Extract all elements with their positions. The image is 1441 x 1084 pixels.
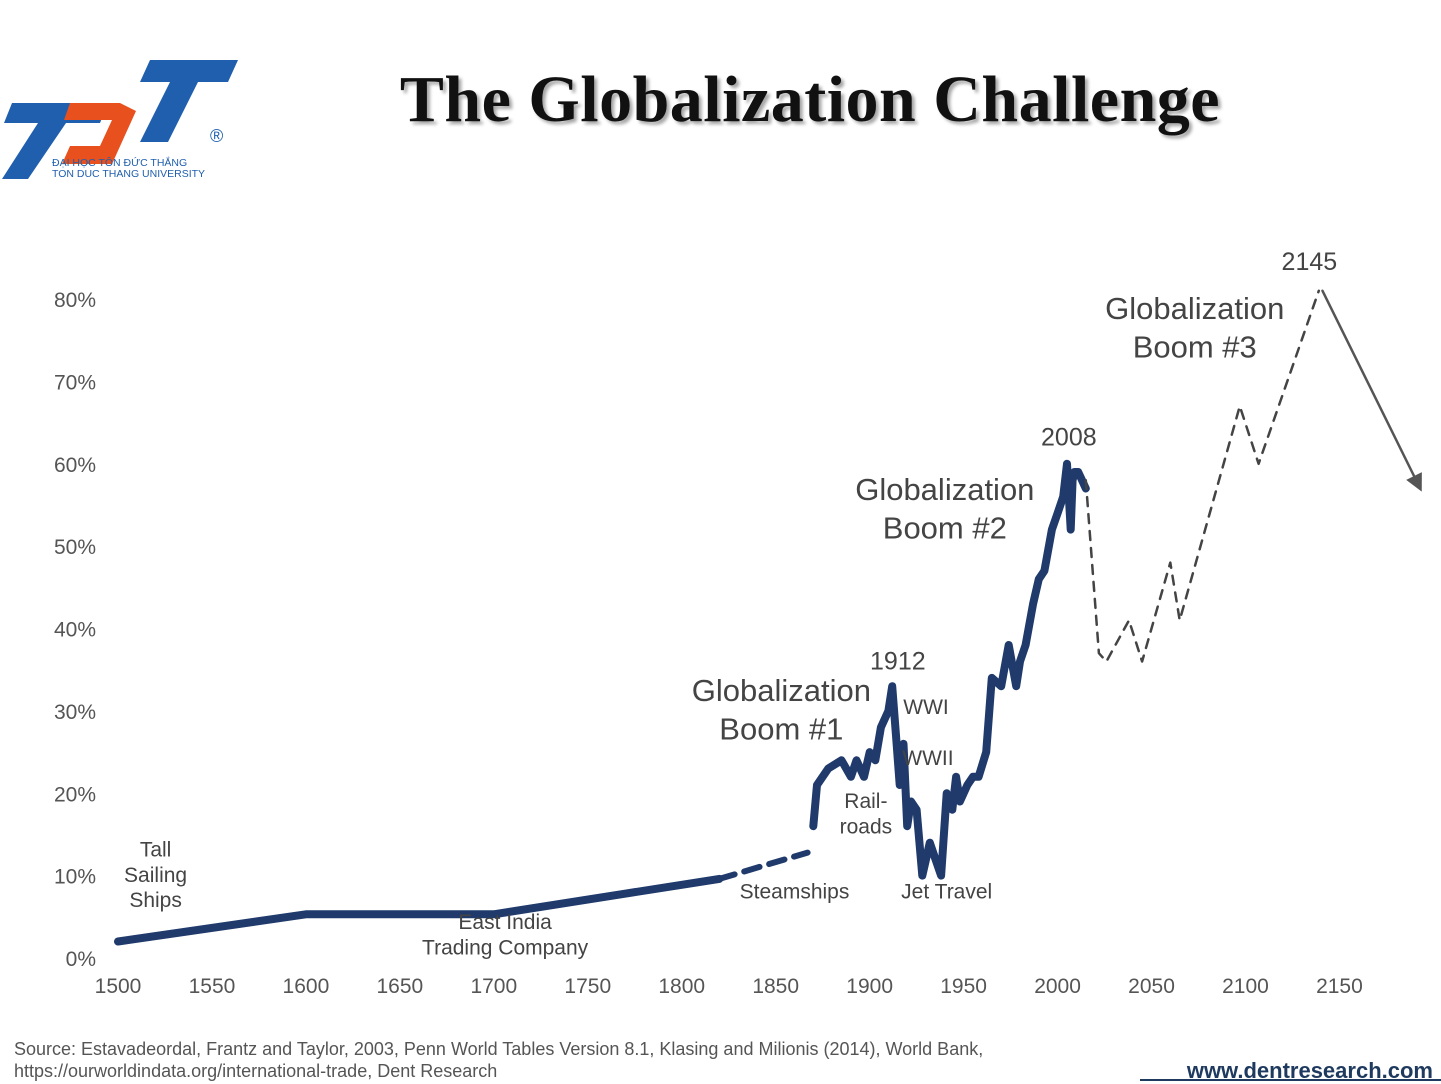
chart-annotation: Boom #3 [1133, 329, 1257, 364]
x-tick-label: 1700 [470, 975, 517, 998]
chart-annotation: Ships [129, 889, 182, 912]
chart-annotation: Globalization [692, 673, 871, 708]
chart-annotation: East India [458, 911, 552, 934]
chart-annotation: Globalization [1105, 291, 1284, 326]
logo-name-vi: ĐẠI HỌC TÔN ĐỨC THẮNG [52, 156, 187, 169]
series-solid-line [809, 459, 1090, 880]
chart-annotation: Steamships [740, 881, 850, 904]
chart-annotation: Sailing [124, 864, 187, 887]
chart-series [114, 289, 1422, 946]
y-tick-label: 30% [54, 701, 96, 724]
chart-annotation: Boom #1 [719, 712, 843, 747]
footer-rule [1140, 1079, 1441, 1081]
chart-annotation: roads [840, 816, 893, 839]
website-link[interactable]: www.dentresearch.com [1186, 1058, 1433, 1083]
chart-annotation: Rail- [844, 790, 887, 813]
x-tick-label: 2100 [1222, 975, 1269, 998]
chart-annotation: 2145 [1282, 248, 1338, 276]
x-axis-ticks: 1500 1550 1600 1650 1700 1750 1800 1850 1900 1950… [95, 975, 1363, 998]
x-tick-label: 2150 [1316, 975, 1363, 998]
series-dashed-line [716, 849, 811, 882]
logo-t-right [140, 60, 238, 142]
chart-annotation: WWII [902, 747, 953, 770]
y-tick-label: 0% [66, 948, 96, 971]
series-dashed-line [1084, 289, 1321, 663]
x-tick-label: 2000 [1034, 975, 1081, 998]
chart-annotation: 1912 [870, 648, 926, 676]
x-tick-label: 1500 [95, 975, 142, 998]
y-tick-label: 20% [54, 783, 96, 806]
chart-annotation: 2008 [1041, 424, 1097, 452]
chart-annotation: Trading Company [422, 937, 589, 960]
chart-annotation: Jet Travel [901, 881, 992, 904]
y-tick-label: 10% [54, 866, 96, 889]
x-tick-label: 1850 [752, 975, 799, 998]
chart-annotation: Boom #2 [883, 511, 1007, 546]
slide-title: The Globalization Challenge [399, 63, 1221, 136]
chart-annotation: Tall [140, 839, 172, 862]
y-tick-label: 50% [54, 536, 96, 559]
y-tick-label: 80% [54, 289, 96, 312]
y-tick-label: 70% [54, 371, 96, 394]
x-tick-label: 1900 [846, 975, 893, 998]
x-tick-label: 1650 [377, 975, 424, 998]
logo-registered: ® [210, 126, 223, 146]
x-tick-label: 1950 [940, 975, 987, 998]
chart-annotation: Globalization [855, 472, 1034, 507]
logo-name-en: TON DUC THANG UNIVERSITY [52, 168, 205, 180]
y-tick-label: 60% [54, 454, 96, 477]
series-solid-line [114, 874, 724, 946]
y-tick-label: 40% [54, 619, 96, 642]
x-tick-label: 1550 [189, 975, 236, 998]
x-tick-label: 1800 [658, 975, 705, 998]
university-logo: ® ĐẠI HỌC TÔN ĐỨC THẮNG TON DUC THANG UN… [2, 60, 238, 180]
logo-t-left [2, 103, 108, 179]
x-tick-label: 2050 [1128, 975, 1175, 998]
source-note: Source: Estavadeordal, Frantz and Taylor… [14, 1039, 984, 1081]
chart-annotation: WWI [903, 696, 948, 719]
projection-arrow [1321, 289, 1422, 492]
x-tick-label: 1600 [283, 975, 330, 998]
x-tick-label: 1750 [564, 975, 611, 998]
logo-d [62, 103, 136, 164]
y-axis-ticks: 0% 10% 20% 30% 40% 50% 60% 70% 80% [54, 289, 96, 971]
